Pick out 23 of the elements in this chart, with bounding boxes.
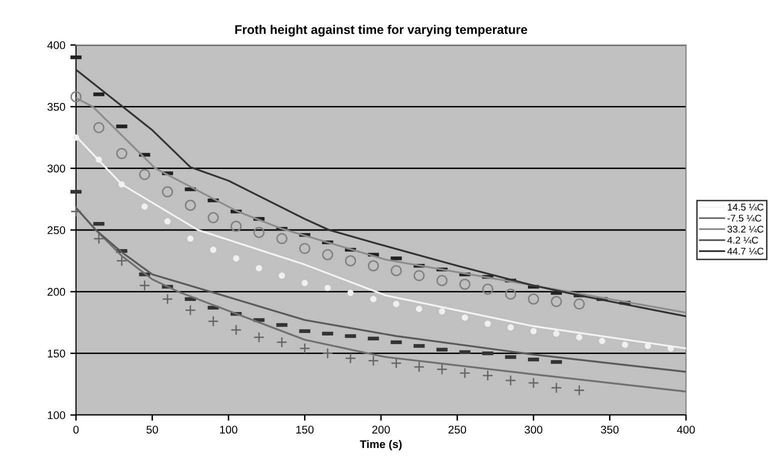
- y-tick-label: 200: [48, 288, 66, 296]
- y-tick-label: 300: [47, 164, 66, 172]
- y-tick-label: 350: [47, 102, 66, 111]
- legend-label: -7.5 ¼C: [728, 214, 762, 222]
- legend-label: 4.2 ¼C: [727, 236, 758, 244]
- x-axis-title: Time (s): [360, 440, 402, 450]
- x-tick-label: 350: [600, 426, 619, 434]
- x-tick-label: 50: [146, 426, 158, 434]
- y-tick-label: 100: [48, 411, 66, 420]
- y-tick-label: 400: [47, 41, 66, 50]
- x-tick-label: 300: [524, 426, 542, 434]
- x-tick-label: 400: [676, 426, 695, 434]
- y-tick-label: 150: [48, 350, 66, 358]
- legend-label: 33.2 ¼C: [727, 226, 764, 233]
- chart-title: Froth height against time for varying temperature: [235, 24, 528, 37]
- x-tick-label: 250: [448, 426, 466, 434]
- x-tick-label: 150: [296, 426, 314, 434]
- x-tick-label: 0: [73, 426, 79, 434]
- legend-label: 14.5 ¼C: [728, 204, 764, 211]
- y-tick-label: 250: [48, 226, 66, 234]
- x-tick-label: 200: [372, 426, 390, 434]
- legend-label: 44.7 ¼C: [727, 248, 764, 255]
- x-tick-label: 100: [220, 426, 238, 434]
